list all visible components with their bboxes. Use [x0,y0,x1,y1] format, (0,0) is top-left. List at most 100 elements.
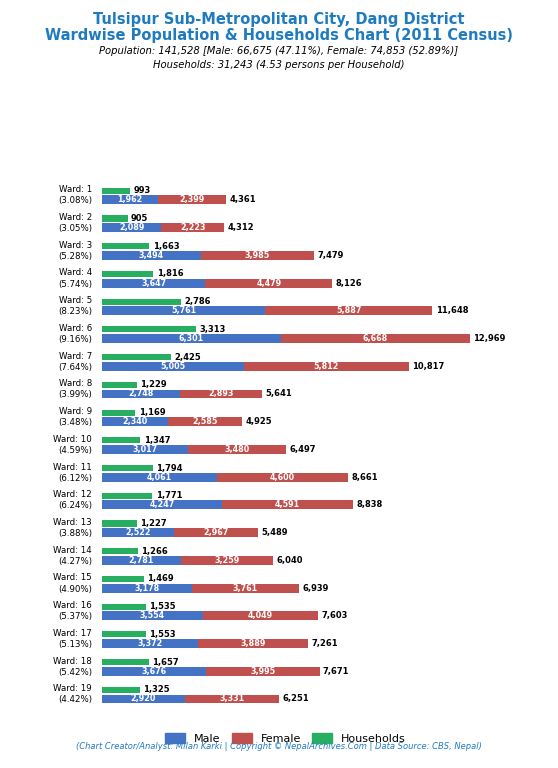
Text: 1,816: 1,816 [157,270,184,279]
Text: 1,535: 1,535 [149,602,176,611]
Text: 4,361: 4,361 [229,195,256,204]
Text: Ward: 3
(5.28%): Ward: 3 (5.28%) [58,240,92,261]
Text: 4,600: 4,600 [270,472,295,482]
Bar [102,409,135,415]
Bar [192,584,299,593]
Text: 3,676: 3,676 [142,667,167,676]
Bar [102,362,244,371]
Bar [102,493,152,498]
Text: 6,497: 6,497 [290,445,316,454]
Bar [102,465,153,471]
Text: 3,761: 3,761 [233,584,258,593]
Text: 5,887: 5,887 [336,306,362,316]
Bar [187,445,286,454]
Bar [203,611,318,621]
Bar [102,417,169,426]
Text: 8,838: 8,838 [356,501,382,509]
Text: Ward: 2
(3.05%): Ward: 2 (3.05%) [58,213,92,233]
Text: 2,920: 2,920 [131,694,156,703]
Bar [206,667,320,676]
Bar [102,382,137,388]
Text: 5,005: 5,005 [160,362,185,371]
Bar [198,639,308,648]
Text: 3,313: 3,313 [199,325,226,334]
Bar [102,243,149,250]
Text: 6,040: 6,040 [277,556,303,564]
Bar [102,195,158,204]
Text: 11,648: 11,648 [436,306,468,316]
Text: 5,812: 5,812 [314,362,339,371]
Bar [180,389,262,399]
Text: Ward: 14
(4.27%): Ward: 14 (4.27%) [54,546,92,566]
Bar [266,306,432,315]
Text: 12,969: 12,969 [473,334,506,343]
Bar [102,548,138,554]
Text: 6,301: 6,301 [179,334,204,343]
Bar [102,604,146,610]
Bar [102,271,153,277]
Text: Ward: 19
(4.42%): Ward: 19 (4.42%) [54,684,92,704]
Bar [102,251,201,260]
Text: 1,229: 1,229 [140,380,167,389]
Bar [181,556,273,564]
Text: 1,227: 1,227 [140,519,167,528]
Text: 3,178: 3,178 [134,584,160,593]
Text: 2,340: 2,340 [123,417,148,426]
Text: 3,259: 3,259 [214,556,240,564]
Bar [102,694,185,703]
Bar [102,306,266,315]
Bar [102,299,181,305]
Text: 1,771: 1,771 [156,492,182,500]
Text: 8,661: 8,661 [351,472,378,482]
Bar [102,326,196,333]
Bar [102,611,203,621]
Text: 1,469: 1,469 [147,574,174,584]
Text: Ward: 18
(5.42%): Ward: 18 (5.42%) [54,657,92,677]
Text: 3,985: 3,985 [245,251,270,260]
Bar [102,556,181,564]
Text: 3,480: 3,480 [224,445,249,454]
Bar [169,417,242,426]
Text: 3,331: 3,331 [219,694,244,703]
Bar [201,251,314,260]
Text: 2,399: 2,399 [179,195,204,204]
Bar [102,667,206,676]
Text: 7,603: 7,603 [321,611,348,621]
Text: Ward: 7
(7.64%): Ward: 7 (7.64%) [58,352,92,372]
Text: 5,641: 5,641 [266,389,292,399]
Bar [217,473,348,482]
Text: 1,347: 1,347 [143,435,170,445]
Bar [102,279,205,287]
Text: 2,786: 2,786 [184,297,211,306]
Text: 5,761: 5,761 [171,306,196,316]
Legend: Male, Female, Households: Male, Female, Households [161,729,410,749]
Text: 4,591: 4,591 [275,501,300,509]
Text: 3,554: 3,554 [140,611,165,621]
Text: 2,585: 2,585 [193,417,218,426]
Bar [102,501,223,509]
Text: Ward: 16
(5.37%): Ward: 16 (5.37%) [54,601,92,621]
Text: 6,939: 6,939 [302,584,329,593]
Text: 1,657: 1,657 [152,657,179,667]
Text: 3,372: 3,372 [137,639,162,648]
Text: 2,893: 2,893 [208,389,234,399]
Bar [102,215,128,221]
Text: 2,967: 2,967 [203,528,228,537]
Bar [161,223,224,232]
Text: 3,017: 3,017 [132,445,157,454]
Text: 3,647: 3,647 [141,279,166,287]
Text: 4,312: 4,312 [228,223,254,232]
Bar [185,694,279,703]
Text: Ward: 1
(3.08%): Ward: 1 (3.08%) [58,185,92,205]
Text: 4,061: 4,061 [147,472,172,482]
Text: 2,089: 2,089 [119,223,145,232]
Text: Wardwise Population & Households Chart (2011 Census): Wardwise Population & Households Chart (… [45,28,513,44]
Bar [102,473,217,482]
Bar [102,639,198,648]
Text: Tulsipur Sub-Metropolitan City, Dang District: Tulsipur Sub-Metropolitan City, Dang Dis… [93,12,465,27]
Text: 1,794: 1,794 [156,464,183,472]
Bar [102,631,146,637]
Text: 2,425: 2,425 [174,353,201,362]
Text: 1,169: 1,169 [138,408,165,417]
Bar [244,362,409,371]
